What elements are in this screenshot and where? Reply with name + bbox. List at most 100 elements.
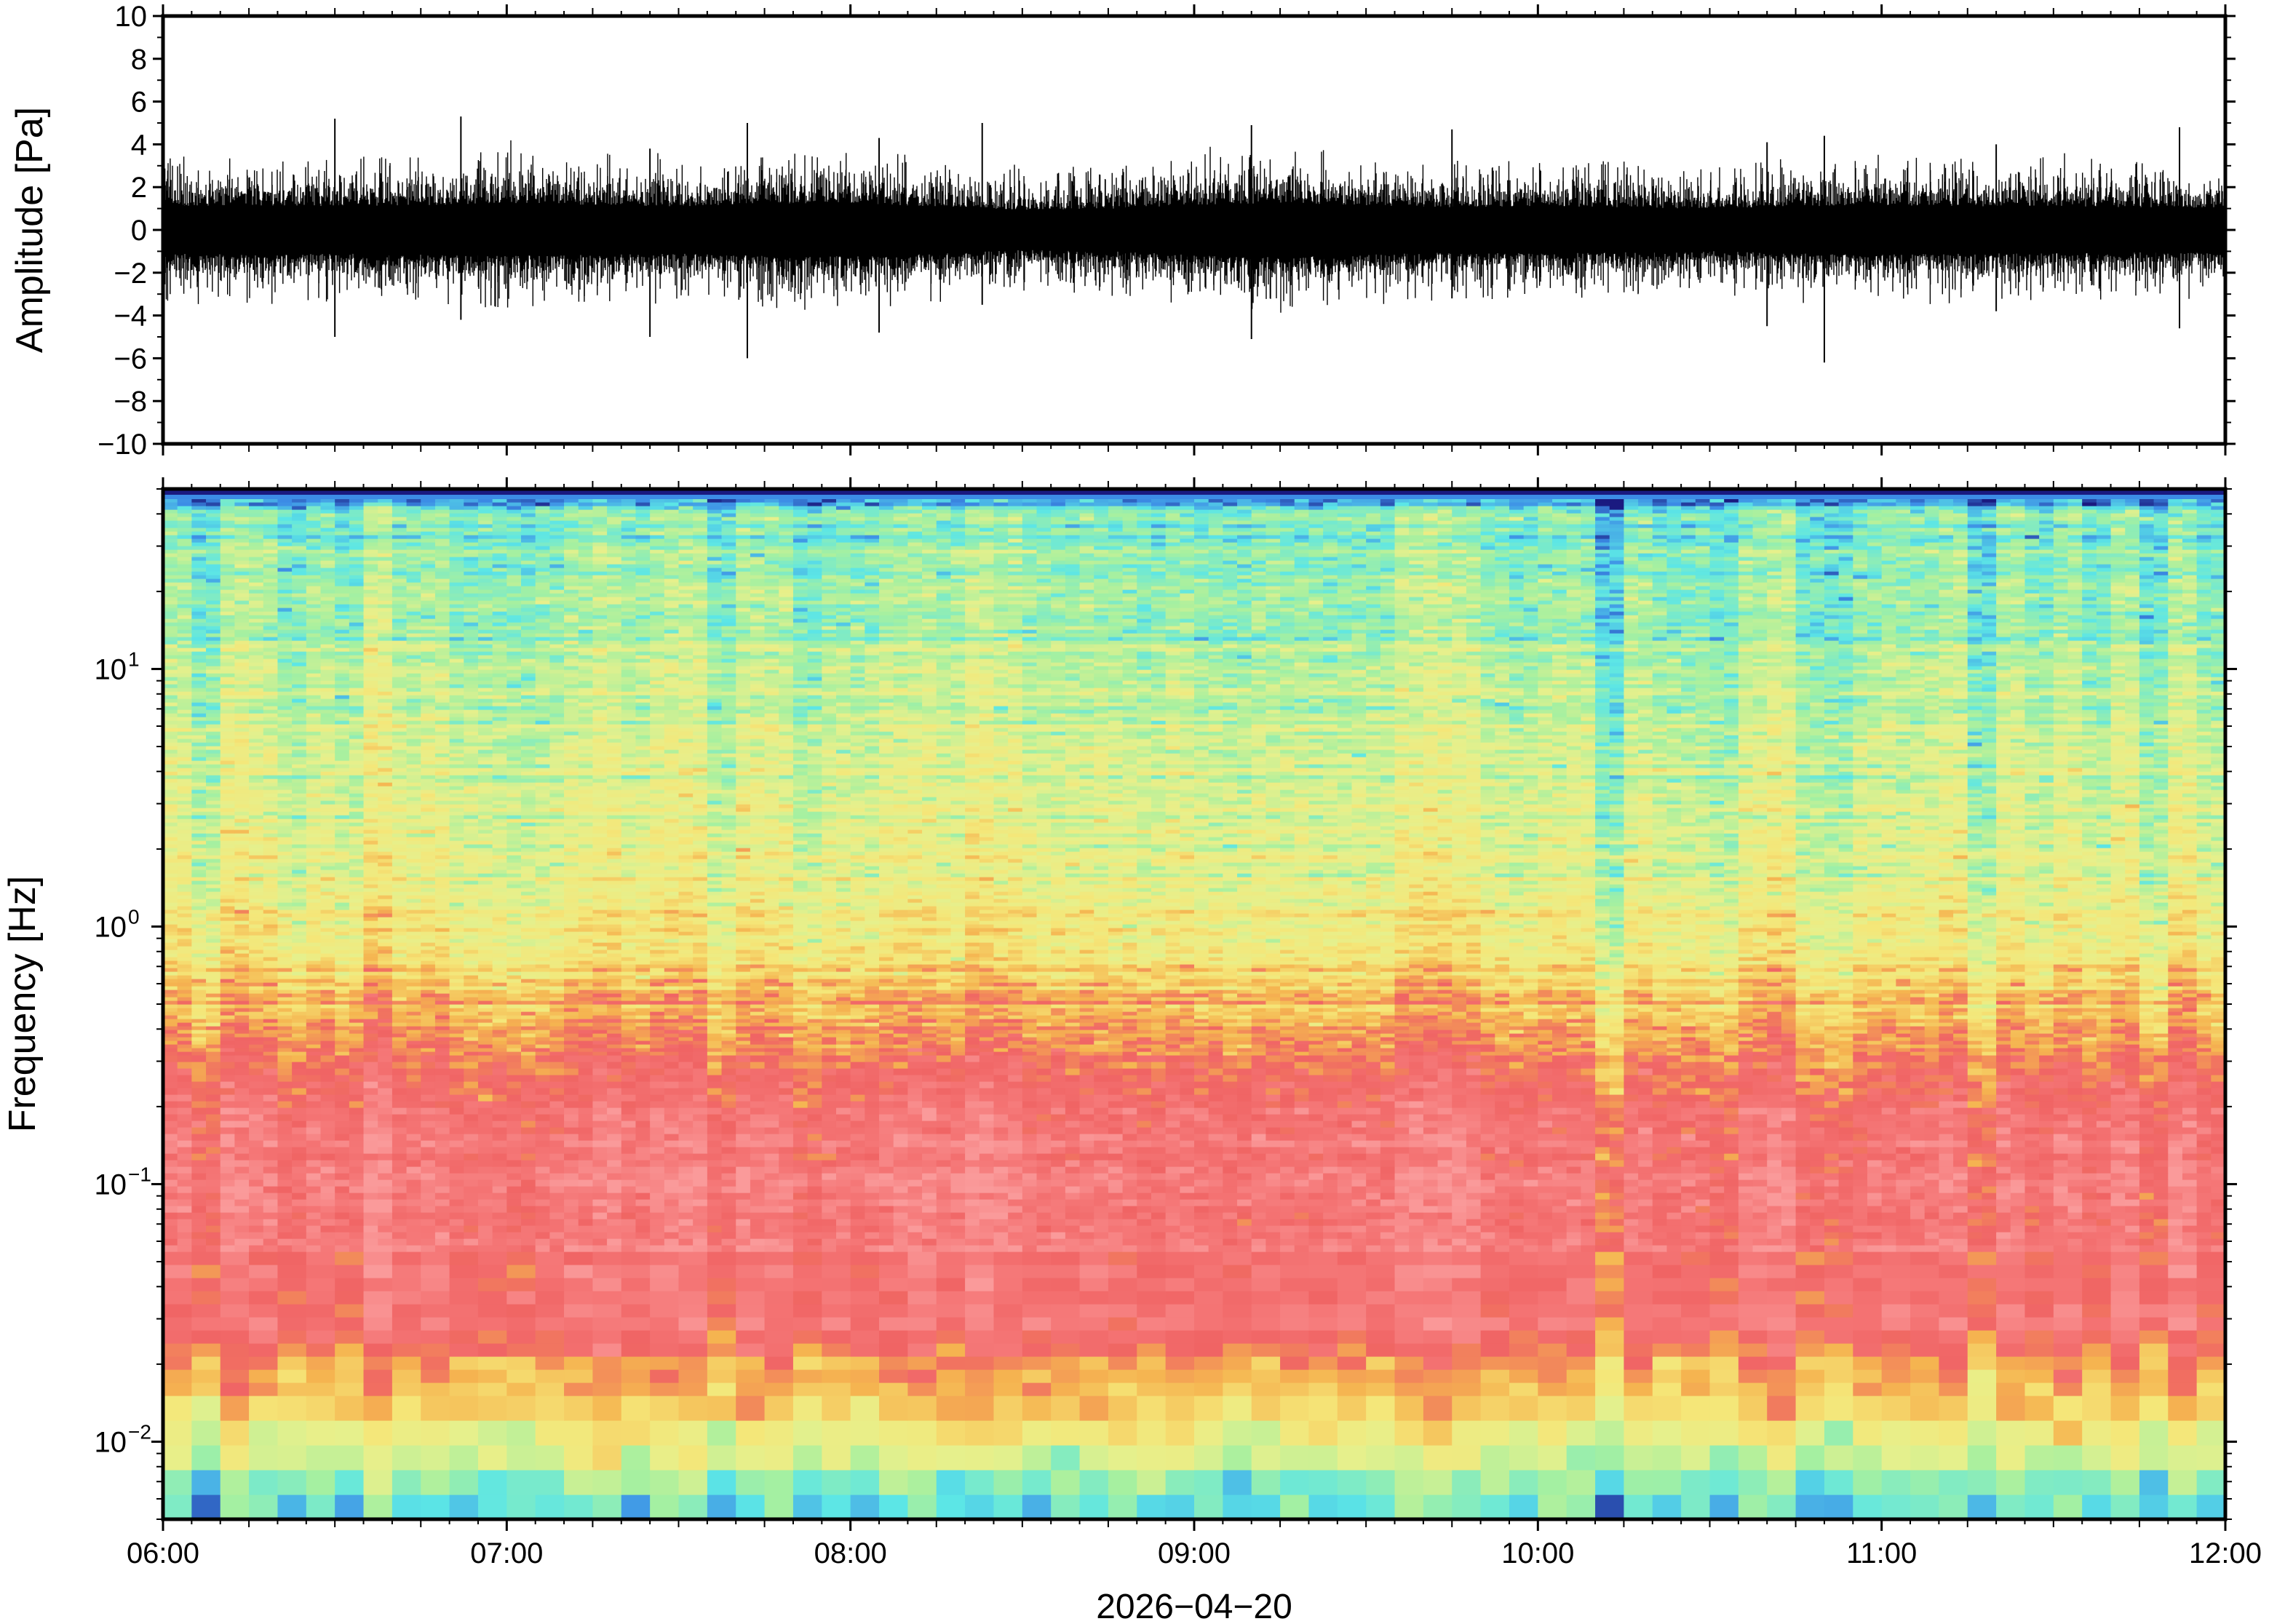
spectrogram-cell bbox=[1480, 1166, 1495, 1174]
spectrogram-cell bbox=[1294, 1147, 1310, 1154]
spectrogram-cell bbox=[1910, 1420, 1939, 1446]
spectrogram-cell bbox=[392, 1114, 408, 1121]
spectrogram-cell bbox=[1251, 1206, 1266, 1213]
spectrogram-cell bbox=[1308, 1193, 1324, 1200]
spectrogram-cell bbox=[1910, 1094, 1926, 1102]
spectrogram-cell bbox=[664, 1134, 680, 1141]
spectrogram-cell bbox=[1137, 1330, 1167, 1344]
spectrogram-cell bbox=[191, 1212, 207, 1219]
spectrogram-cell bbox=[1638, 1147, 1653, 1154]
spectrogram-cell bbox=[2125, 1094, 2140, 1102]
spectrogram-cell bbox=[1953, 1107, 1968, 1115]
spectrogram-cell bbox=[1996, 1396, 2026, 1421]
spectrogram-cell bbox=[1767, 1212, 1782, 1219]
spectrogram-cell bbox=[177, 1173, 192, 1180]
spectrogram-cell bbox=[621, 1114, 637, 1121]
spectrogram-cell bbox=[907, 1330, 937, 1344]
spectrogram-cell bbox=[1008, 1193, 1023, 1200]
spectrogram-cell bbox=[2211, 1179, 2225, 1187]
spectrogram-cell bbox=[521, 1173, 536, 1180]
spectrogram-cell bbox=[950, 1153, 966, 1161]
spectrogram-cell bbox=[292, 1094, 307, 1102]
spectrogram-cell bbox=[1423, 1225, 1439, 1233]
spectrogram-cell bbox=[335, 1420, 365, 1446]
spectrogram-cell bbox=[421, 1081, 436, 1088]
spectrogram-cell bbox=[1480, 1212, 1495, 1219]
spectrogram-cell bbox=[1065, 1121, 1081, 1128]
spectrogram-cell bbox=[421, 1101, 436, 1108]
spectrogram-cell bbox=[850, 1107, 865, 1115]
spectrogram-cell bbox=[1251, 1445, 1281, 1470]
spectrogram-cell bbox=[477, 1470, 507, 1495]
spectrogram-cell bbox=[1137, 1127, 1152, 1134]
spectrogram-cell bbox=[1795, 1356, 1825, 1370]
spectrogram-cell bbox=[2125, 1232, 2140, 1239]
spectrogram-cell bbox=[1079, 1232, 1094, 1239]
spectrogram-cell bbox=[1781, 1121, 1797, 1128]
spectrogram-cell bbox=[736, 1179, 751, 1187]
spectrogram-cell bbox=[191, 1420, 221, 1446]
spectrogram-cell bbox=[2168, 1147, 2183, 1154]
spectrogram-cell bbox=[1595, 1251, 1625, 1265]
spectrogram-cell bbox=[549, 1238, 565, 1246]
spectrogram-cell bbox=[1996, 1265, 2026, 1278]
spectrogram-cell bbox=[1337, 1088, 1353, 1095]
spectrogram-cell bbox=[1523, 1225, 1538, 1233]
spectrogram-cell bbox=[1151, 1127, 1167, 1134]
spectrogram-cell bbox=[449, 1121, 464, 1128]
spectrogram-cell bbox=[1767, 1420, 1797, 1446]
spectrogram-cell bbox=[736, 1245, 751, 1252]
spectrogram-cell bbox=[1795, 1238, 1811, 1246]
spectrogram-cell bbox=[650, 1232, 665, 1239]
spectrogram-cell bbox=[678, 1219, 694, 1226]
spectrogram-cell bbox=[2125, 1101, 2140, 1108]
spectrogram-cell bbox=[1824, 1114, 1840, 1121]
spectrogram-cell bbox=[1695, 1186, 1711, 1193]
spectrogram-cell bbox=[535, 1127, 550, 1134]
spectrogram-cell bbox=[1452, 1088, 1467, 1095]
spectrogram-cell bbox=[163, 1121, 178, 1128]
spectrogram-cell bbox=[263, 1193, 279, 1200]
spectrogram-cell bbox=[392, 1147, 408, 1154]
spectrogram-cell bbox=[1538, 1291, 1567, 1305]
spectrogram-cell bbox=[1423, 1245, 1439, 1252]
spectrogram-cell bbox=[2168, 1494, 2198, 1519]
spectrogram-cell bbox=[1165, 1278, 1195, 1291]
spectrogram-cell bbox=[1638, 1245, 1653, 1252]
spectrogram-cell bbox=[1953, 1193, 1968, 1200]
spectrogram-cell bbox=[993, 1245, 1009, 1252]
spectrogram-cell bbox=[177, 1147, 192, 1154]
spectrogram-cell bbox=[1409, 1127, 1424, 1134]
spectrogram-cell bbox=[1982, 1121, 1997, 1128]
spectrogram-cell bbox=[1280, 1153, 1295, 1161]
spectrogram-cell bbox=[635, 1153, 651, 1161]
spectrogram-cell bbox=[320, 1238, 335, 1246]
spectrogram-cell bbox=[464, 1094, 479, 1102]
spectrogram-cell bbox=[2110, 1238, 2126, 1246]
spectrogram-cell bbox=[965, 1420, 995, 1446]
spectrogram-cell bbox=[1566, 1232, 1581, 1239]
spectrogram-cell bbox=[1910, 1127, 1926, 1134]
spectrogram-cell bbox=[1595, 1134, 1610, 1141]
spectrogram-cell bbox=[1752, 1219, 1768, 1226]
spectrogram-cell bbox=[1480, 1140, 1495, 1147]
spectrogram-cell bbox=[1638, 1127, 1653, 1134]
spectrogram-cell bbox=[993, 1420, 1023, 1446]
spectrogram-cell bbox=[2024, 1278, 2054, 1291]
spectrogram-cell bbox=[578, 1238, 594, 1246]
spectrogram-cell bbox=[392, 1173, 408, 1180]
spectrogram-cell bbox=[1194, 1121, 1209, 1128]
spectrogram-cell bbox=[1480, 1265, 1510, 1278]
spectrogram-cell bbox=[1280, 1219, 1295, 1226]
spectrogram-cell bbox=[1051, 1199, 1066, 1206]
spectrogram-cell bbox=[1337, 1153, 1353, 1161]
spectrogram-cell bbox=[506, 1199, 522, 1206]
spectrogram-cell bbox=[1624, 1470, 1653, 1495]
spectrogram-cell bbox=[1953, 1232, 1968, 1239]
spectrogram-cell bbox=[1910, 1470, 1939, 1495]
spectrogram-cell bbox=[191, 1114, 207, 1121]
spectrogram-cell bbox=[1695, 1219, 1711, 1226]
spectrogram-cell bbox=[1108, 1291, 1137, 1305]
spectrogram-cell bbox=[607, 1173, 622, 1180]
spectrogram-cell bbox=[979, 1245, 995, 1252]
